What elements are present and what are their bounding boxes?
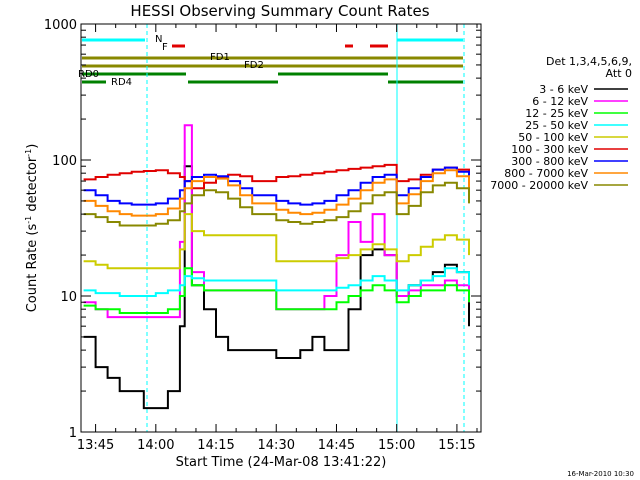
x-tick-label-6: 15:15 [438,438,475,453]
y-axis-label-part-2: detector [25,156,40,216]
annotation-n: N [155,34,162,45]
series-line-5 [83,163,470,190]
legend-label-4: 50 - 100 keV [518,131,588,144]
legend-label-5: 100 - 300 keV [511,143,588,156]
chart-title: HESSI Observing Summary Count Rates [130,2,429,20]
series-line-8 [83,181,470,227]
series-line-6 [83,166,470,206]
y-axis-label-part-1: Count Rate (s [25,224,40,313]
series-line-3 [83,267,470,297]
y-tick-label-0: 1 [69,426,77,441]
annotation-f: F [162,42,168,53]
y-axis-label-part-3: ) [25,144,40,149]
legend-header-1: Det 1,3,4,5,6,9, [546,55,632,68]
x-tick-label-4: 14:45 [318,438,355,453]
x-tick-label-5: 15:00 [378,438,415,453]
legend-label-3: 25 - 50 keV [525,119,588,132]
y-axis-label-sup-1: -1 [24,216,33,224]
y-axis: 1 10 100 1000 [44,18,481,441]
legend-label-7: 800 - 7000 keV [504,167,588,180]
legend-label-0: 3 - 6 keV [539,83,588,96]
plot-frame [80,23,482,433]
x-tick-label-0: 13:45 [77,438,114,453]
y-axis-label-sup-2: -1 [24,149,33,157]
legend-label-2: 12 - 25 keV [525,107,588,120]
legend-label-1: 6 - 12 keV [532,95,588,108]
y-tick-label-1: 10 [60,290,77,305]
annotation-fd1: FD1 [210,52,230,63]
series-line-7 [83,169,470,217]
footer-date: 16-Mar-2010 10:30 [567,470,634,478]
x-axis-label: Start Time (24-Mar-08 13:41:22) [176,455,387,470]
annotation-rd4: RD4 [111,77,132,88]
series-line-4 [83,213,470,270]
x-tick-label-2: 14:15 [197,438,234,453]
flag-bars: N F FD1 FD2 RD0 RD4 [78,34,463,88]
y-axis-label: Count Rate (s-1 detector-1) [24,144,40,313]
y-tick-label-3: 1000 [44,18,77,33]
legend-label-6: 300 - 800 keV [511,155,588,168]
x-tick-label-1: 14:00 [137,438,174,453]
legend-label-8: 7000 - 20000 keV [490,179,588,192]
series-line-2 [83,267,470,314]
x-tick-label-3: 14:30 [258,438,295,453]
series-layer [83,124,470,410]
annotation-rd0: RD0 [78,69,99,80]
x-axis: 13:45 14:00 14:15 14:30 14:45 15:00 15:15 [77,24,478,453]
annotation-fd2: FD2 [244,60,264,71]
legend-header-2: Att 0 [606,67,632,80]
y-tick-label-2: 100 [52,154,77,169]
